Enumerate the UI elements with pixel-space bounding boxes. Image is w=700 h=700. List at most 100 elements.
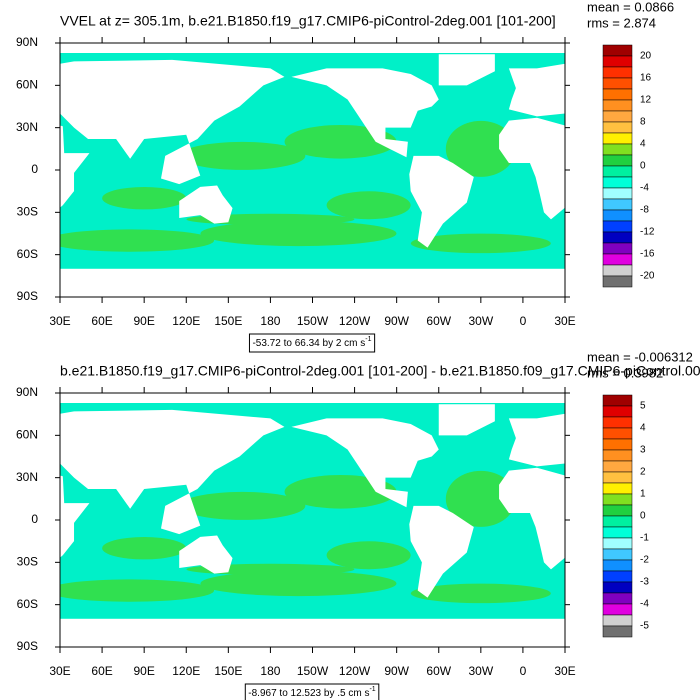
land xyxy=(291,418,439,508)
stat-text: mean = 0.0866 xyxy=(587,0,674,14)
colorbar-label: 5 xyxy=(640,401,646,412)
lat-label: 90N xyxy=(16,35,38,49)
map-panel: b.e21.B1850.f19_g17.CMIP6-piControl-2deg… xyxy=(16,349,700,700)
lon-label: 90E xyxy=(133,314,154,328)
stat-text: rms = 0.3982 xyxy=(587,365,663,380)
colorbar-box xyxy=(602,77,633,90)
lon-label: 30W xyxy=(468,314,493,328)
lon-label: 30E xyxy=(554,664,575,678)
colorbar-box xyxy=(602,154,633,167)
lat-label: 60N xyxy=(16,428,38,442)
colorbar-box xyxy=(602,449,633,462)
field-patch xyxy=(102,187,187,210)
colorbar-box xyxy=(602,88,633,101)
colorbar-label: -20 xyxy=(640,271,655,282)
range-label: -8.967 to 12.523 by .5 cm s-1 xyxy=(248,686,376,699)
lat-label: 60N xyxy=(16,78,38,92)
north-edge xyxy=(60,393,565,403)
lon-label: 30E xyxy=(49,314,70,328)
field-patch xyxy=(60,229,215,252)
range-box xyxy=(248,333,376,353)
colorbar-box xyxy=(602,493,633,506)
colorbar-label: -16 xyxy=(640,249,655,260)
field-patch xyxy=(445,120,516,177)
colorbar-box xyxy=(602,121,633,134)
colorbar-box xyxy=(602,504,633,517)
colorbar-label: -8 xyxy=(640,205,649,216)
lon-label: 180 xyxy=(260,664,280,678)
land xyxy=(60,409,285,535)
colorbar-box xyxy=(602,460,633,473)
field-patch xyxy=(200,570,397,597)
land xyxy=(684,186,700,224)
lat-label: 60S xyxy=(17,597,38,611)
lon-label: 90E xyxy=(133,664,154,678)
land xyxy=(508,413,565,467)
north-edge xyxy=(60,43,565,53)
colorbar-box xyxy=(602,526,633,539)
land xyxy=(291,68,439,158)
range-box xyxy=(244,683,380,700)
colorbar-box xyxy=(602,482,633,495)
colorbar-box xyxy=(602,592,633,605)
lon-label: 150W xyxy=(297,314,329,328)
colorbar-box xyxy=(602,394,633,407)
lon-label: 150W xyxy=(297,664,329,678)
colorbar-box xyxy=(602,198,633,211)
colorbar-box xyxy=(602,405,633,418)
lat-label: 30S xyxy=(17,555,38,569)
lon-label: 60E xyxy=(91,314,112,328)
lat-label: 90N xyxy=(16,385,38,399)
colorbar-label: -4 xyxy=(640,599,649,610)
lon-label: 120W xyxy=(339,314,371,328)
lon-label: 30E xyxy=(554,314,575,328)
map-field xyxy=(60,393,565,647)
colorbar-box xyxy=(602,515,633,528)
colorbar-box xyxy=(602,66,633,79)
colorbar-box xyxy=(602,603,633,616)
plot-title: b.e21.B1850.f19_g17.CMIP6-piControl-2deg… xyxy=(60,363,700,379)
colorbar-box xyxy=(602,110,633,123)
field-patch xyxy=(60,579,215,602)
colorbar-box xyxy=(602,165,633,178)
colorbar-box xyxy=(602,559,633,572)
colorbar-label: 0 xyxy=(640,161,646,172)
lon-label: 30W xyxy=(468,664,493,678)
lon-label: 180 xyxy=(260,314,280,328)
colorbar-box xyxy=(602,264,633,277)
colorbar-box xyxy=(602,44,633,57)
colorbar-box xyxy=(602,220,633,233)
lon-label: 60W xyxy=(426,664,451,678)
lat-label: 0 xyxy=(31,162,38,176)
range-text: -53.72 to 66.34 by 2 cm s xyxy=(252,338,365,349)
colorbar-box xyxy=(602,55,633,68)
colorbar-label: -4 xyxy=(640,183,649,194)
field-patch xyxy=(102,537,187,560)
field-patch xyxy=(179,141,306,170)
colorbar-box xyxy=(602,471,633,484)
field-patch xyxy=(326,541,411,570)
colorbar-box xyxy=(602,275,633,288)
land xyxy=(508,63,565,117)
colorbar-box xyxy=(602,416,633,429)
lon-label: 60E xyxy=(91,664,112,678)
colorbar-label: -2 xyxy=(640,555,649,566)
colorbar-box xyxy=(602,253,633,266)
lon-label: 90W xyxy=(384,664,409,678)
colorbar-label: 4 xyxy=(640,139,646,150)
colorbar-box xyxy=(602,438,633,451)
stat-text: rms = 2.874 xyxy=(587,15,656,30)
range-superscript: -1 xyxy=(369,686,375,693)
lon-label: 0 xyxy=(520,664,527,678)
land xyxy=(438,404,495,436)
lat-label: 0 xyxy=(31,512,38,526)
lon-label: 150E xyxy=(214,664,242,678)
colorbar-box xyxy=(602,99,633,112)
colorbar-label: -1 xyxy=(640,533,649,544)
land xyxy=(60,125,90,208)
colorbar-box xyxy=(602,143,633,156)
stat-text: mean = -0.006312 xyxy=(587,349,693,364)
colorbar-label: 1 xyxy=(640,489,646,500)
colorbar-label: -3 xyxy=(640,577,649,588)
